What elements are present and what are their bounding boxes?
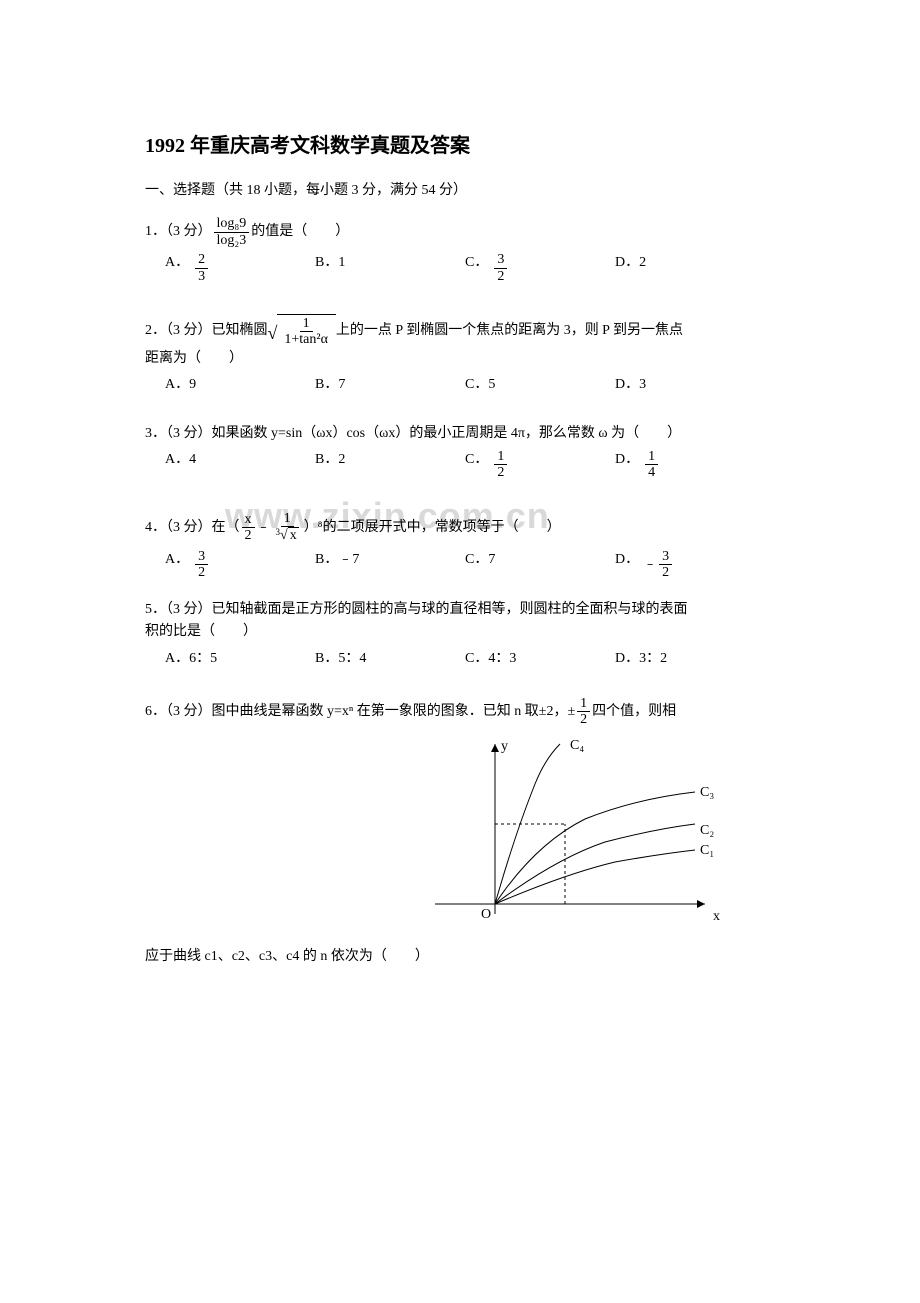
q4-root-idx: 3 (276, 528, 281, 538)
question-3: 3．（3 分）如果函数 y=sin（ωx）cos（ωx）的最小正周期是 4π，那… (145, 423, 775, 481)
q4-suffix: ）⁸的二项展开式中，常数项等于（ ） (304, 517, 561, 539)
q1-option-a: A． 2 3 (165, 252, 315, 284)
q1-option-d: D．2 (615, 252, 765, 284)
q1-frac-num: log₈9 (214, 216, 250, 232)
q1-suffix: 的值是（ ） (251, 221, 349, 243)
q2-option-a: A．9 (165, 374, 315, 396)
q6-graph: O x y C₄ C₃ C₂ C₁ (405, 734, 775, 942)
q3-optD-label: D． (615, 449, 639, 471)
svg-text:x: x (713, 909, 720, 924)
q1-optA-num: 2 (195, 252, 208, 268)
svg-text:y: y (501, 739, 508, 754)
q6-prefix: 6．（3 分）图中曲线是幂函数 y=xⁿ 在第一象限的图象．已知 n 取±2，± (145, 701, 575, 723)
q3-option-c: C． 1 2 (465, 449, 615, 481)
q4-optD-label: D． (615, 549, 639, 571)
q6-frac: 1 2 (577, 696, 590, 728)
q2-frac-num: 1 (300, 316, 313, 332)
q4-option-d: D． ﹣ 3 2 (615, 549, 765, 581)
q4-option-b: B．﹣7 (315, 549, 465, 581)
q4-frac1: x 2 (242, 512, 255, 544)
svg-text:C₄: C₄ (570, 738, 584, 753)
q2-mid2: 距离为（ ） (145, 348, 775, 370)
q4-frac2: 1 3 √ x (273, 511, 302, 545)
q3-text: 3．（3 分）如果函数 y=sin（ωx）cos（ωx）的最小正周期是 4π，那… (145, 423, 775, 445)
q1-option-c: C． 3 2 (465, 252, 615, 284)
q1-frac-den: log₂3 (214, 233, 250, 248)
svg-text:C₁: C₁ (700, 843, 714, 858)
q3-optC-den: 2 (494, 465, 507, 480)
question-6: 6．（3 分）图中曲线是幂函数 y=xⁿ 在第一象限的图象．已知 n 取±2，±… (145, 696, 775, 969)
q4-f1-num: x (242, 512, 255, 528)
question-5: 5．（3 分）已知轴截面是正方形的圆柱的高与球的直径相等，则圆柱的全面积与球的表… (145, 599, 775, 670)
question-4: www.zixin.com.cn 4．（3 分）在（ x 2 ﹣ 1 3 √ x… (145, 511, 775, 581)
q2-sqrt: √ 1 1+tan²α (268, 314, 336, 348)
q4-optD-num: 3 (659, 549, 672, 565)
q4-option-a: A． 3 2 (165, 549, 315, 581)
q4-optA-num: 3 (195, 549, 208, 565)
q5-option-b: B．5：4 (315, 648, 465, 670)
q2-prefix: 2．（3 分）已知椭圆 (145, 320, 268, 342)
q4-minus: ﹣ (257, 517, 271, 539)
q1-optA-den: 3 (195, 269, 208, 284)
question-1: 1．（3 分） log₈9 log₂3 的值是（ ） A． 2 3 B．1 C．… (145, 216, 775, 284)
q4-optD-den: 2 (659, 565, 672, 580)
q2-option-d: D．3 (615, 374, 765, 396)
q3-optD-den: 4 (645, 465, 658, 480)
q6-frac-den: 2 (577, 712, 590, 727)
q4-f2-num: 1 (281, 511, 294, 527)
svg-text:C₃: C₃ (700, 785, 714, 800)
q5-option-a: A．6：5 (165, 648, 315, 670)
q4-f1-den: 2 (242, 528, 255, 543)
q1-optC-den: 2 (494, 269, 507, 284)
page-title: 1992 年重庆高考文科数学真题及答案 (145, 130, 775, 162)
section-header: 一、选择题（共 18 小题，每小题 3 分，满分 54 分） (145, 180, 775, 202)
q2-mid1: 上的一点 P 到椭圆一个焦点的距离为 3，则 P 到另一焦点 (336, 320, 683, 342)
q1-optC-num: 3 (494, 252, 507, 268)
q6-suffix: 四个值，则相 (592, 701, 676, 723)
q4-neg: ﹣ (643, 554, 657, 576)
q5-option-c: C．4：3 (465, 648, 615, 670)
q3-optC-label: C． (465, 449, 488, 471)
q6-line2: 应于曲线 c1、c2、c3、c4 的 n 依次为（ ） (145, 946, 775, 968)
q5-line1: 5．（3 分）已知轴截面是正方形的圆柱的高与球的直径相等，则圆柱的全面积与球的表… (145, 599, 775, 621)
q3-option-a: A．4 (165, 449, 315, 481)
q4-optA-den: 2 (195, 565, 208, 580)
q1-option-b: B．1 (315, 252, 465, 284)
q4-root-body: x (288, 527, 299, 543)
q1-prefix: 1．（3 分） (145, 221, 212, 243)
q1-fraction: log₈9 log₂3 (214, 216, 250, 248)
q4-f2-den: 3 √ x (273, 527, 302, 545)
q3-optD-num: 1 (645, 449, 658, 465)
q2-option-b: B．7 (315, 374, 465, 396)
q6-frac-num: 1 (577, 696, 590, 712)
q1-optC-label: C． (465, 252, 488, 274)
svg-text:C₂: C₂ (700, 823, 714, 838)
q5-line2: 积的比是（ ） (145, 621, 775, 643)
svg-text:O: O (481, 907, 491, 922)
power-function-graph: O x y C₄ C₃ C₂ C₁ (405, 734, 735, 934)
q4-prefix: 4．（3 分）在（ (145, 517, 240, 539)
question-2: 2．（3 分）已知椭圆 √ 1 1+tan²α 上的一点 P 到椭圆一个焦点的距… (145, 314, 775, 397)
q3-optC-num: 1 (494, 449, 507, 465)
q1-optA-label: A． (165, 252, 189, 274)
q3-option-b: B．2 (315, 449, 465, 481)
q5-option-d: D．3：2 (615, 648, 765, 670)
q2-option-c: C．5 (465, 374, 615, 396)
q3-option-d: D． 1 4 (615, 449, 765, 481)
q4-option-c: C．7 (465, 549, 615, 581)
q2-frac-den: 1+tan²α (281, 332, 331, 347)
q4-optA-label: A． (165, 549, 189, 571)
